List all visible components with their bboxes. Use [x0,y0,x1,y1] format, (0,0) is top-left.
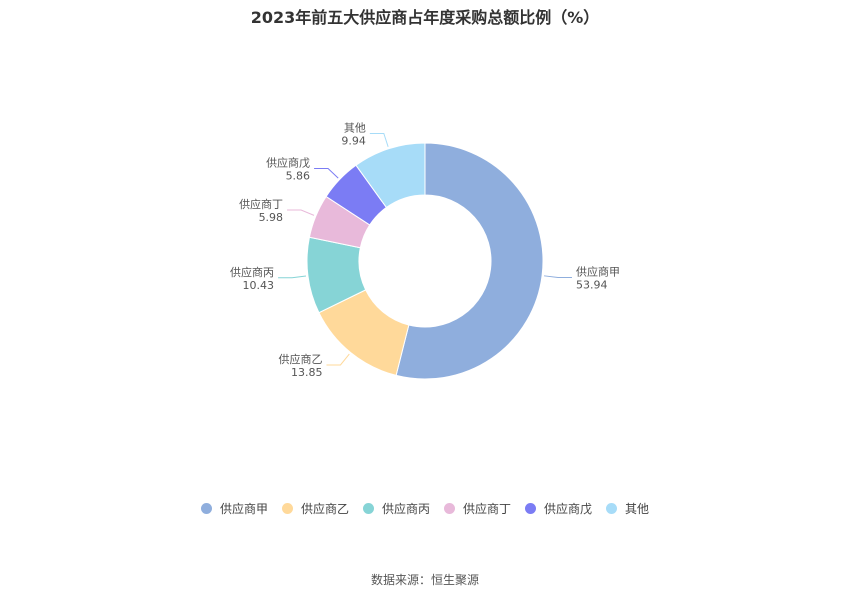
slice-label-value: 10.43 [243,279,275,292]
slice-label-name: 供应商乙 [278,352,322,366]
legend-marker-icon [525,503,537,514]
legend-label: 供应商戊 [544,502,593,516]
label-leader-line [287,209,315,216]
slice-label-name: 其他 [344,121,366,134]
chart-title: 2023年前五大供应商占年度采购总额比例（%） [250,8,600,27]
legend-label: 供应商丙 [381,502,430,516]
legend-label: 其他 [625,502,650,516]
label-leader-line [278,275,307,279]
slice-label-name: 供应商丙 [230,265,274,279]
legend-marker-icon [606,503,618,514]
legend-marker-icon [362,503,374,514]
label-leader-line [369,132,389,147]
slice-label-name: 供应商甲 [576,265,620,279]
legend-item-supplier-b[interactable]: 供应商乙 [281,500,349,517]
legend-item-supplier-e[interactable]: 供应商戊 [525,500,592,517]
label-leader-line [544,275,572,279]
slice-label-value: 9.94 [341,134,366,147]
legend-marker-icon [200,503,212,514]
legend-item-supplier-a[interactable]: 供应商甲 [200,500,268,517]
donut-slice[interactable] [355,142,426,209]
legend-marker-icon [444,503,455,514]
slice-label-value: 5.86 [286,169,311,182]
legend-label: 供应商乙 [300,502,349,516]
label-leader-line [326,353,350,366]
legend-item-supplier-c[interactable]: 供应商丙 [362,500,430,517]
legend-item-other[interactable]: 其他 [606,500,649,517]
legend-marker-icon [281,503,293,514]
legend: 供应商甲 供应商乙 供应商丙 供应商丁 供应商戊 其他 [0,500,850,517]
slice-label-value: 5.98 [259,211,284,224]
label-leader-line [314,167,339,179]
slice-label-value: 13.85 [291,366,323,379]
slice-label-value: 53.94 [576,279,608,292]
legend-label: 供应商甲 [219,502,268,516]
slice-label-name: 供应商丁 [239,197,283,211]
donut-slice[interactable] [395,142,544,380]
slice-label-name: 供应商戊 [266,155,310,169]
legend-label: 供应商丁 [463,502,512,516]
legend-item-supplier-d[interactable]: 供应商丁 [444,500,511,517]
data-source: 数据来源：恒生聚源 [370,573,479,587]
